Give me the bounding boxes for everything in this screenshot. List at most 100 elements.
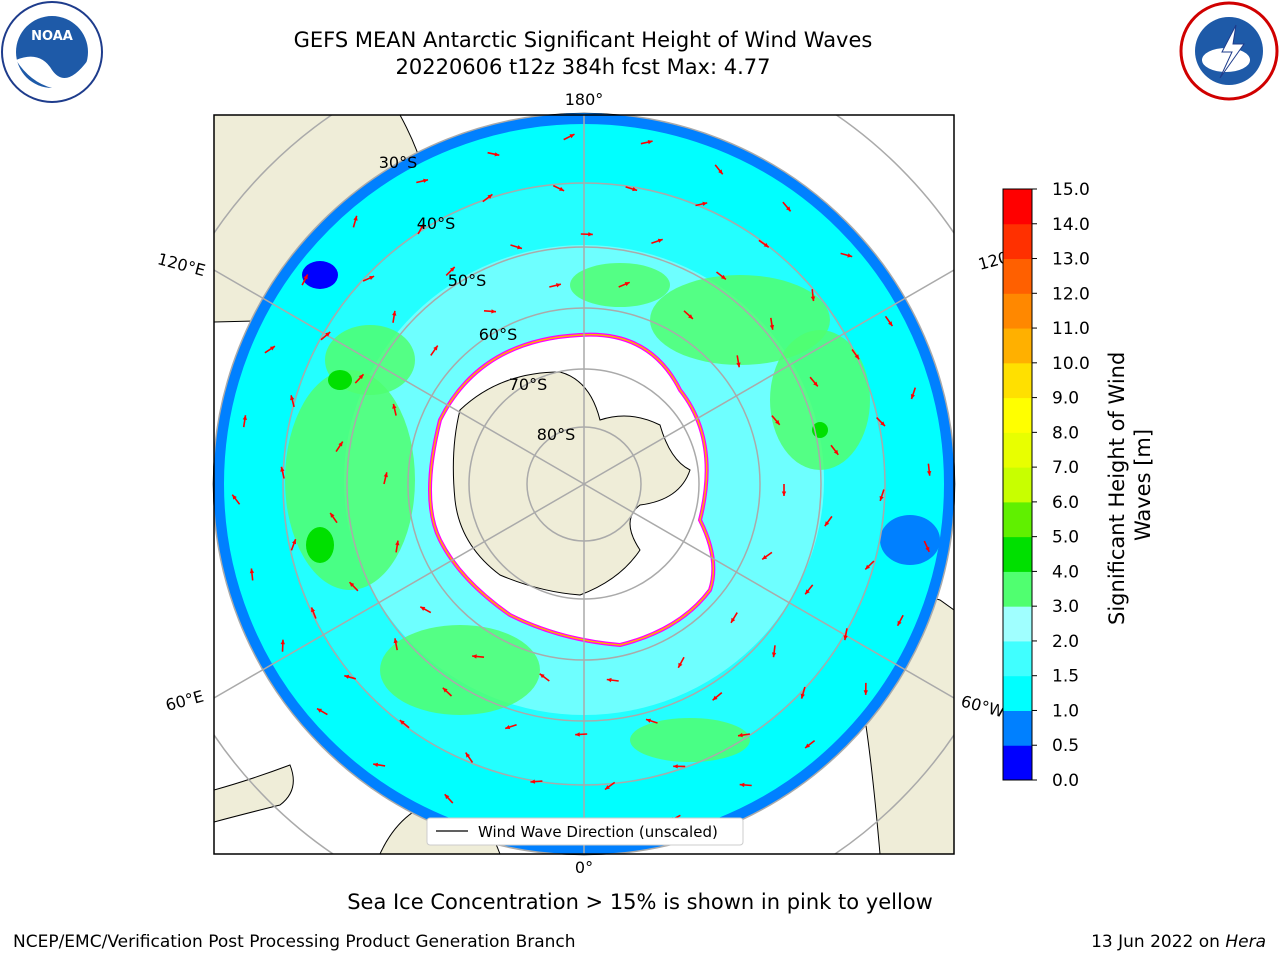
chart-title: GEFS MEAN Antarctic Significant Height o… [293,28,873,52]
colorbar-bin [1003,536,1032,572]
wind-arrow-head [833,449,839,455]
wind-arrow-head [280,639,285,645]
wind-arrow-head [505,725,511,730]
colorbar-tick-label: 11.0 [1052,319,1090,339]
colorbar-bin [1003,293,1032,329]
wind-arrow-head [393,638,398,644]
wind-arrow-head [517,245,522,250]
wind-arrow-head [392,403,397,409]
wind-arrow-head [330,512,335,518]
wind-arrow-head [879,496,884,501]
wind-arrow-head [786,206,791,212]
wind-arrow-head [280,466,285,472]
wind-arrow-head [606,677,612,683]
wind-arrow-head [712,695,718,701]
wind-arrow-head [763,242,769,248]
lat-label-50s: 50°S [448,271,487,290]
lon-label-60e: 60°E [164,687,206,715]
wind-arrow-head [762,555,768,560]
colorbar-bin [1003,710,1032,746]
lat-label-60s: 60°S [479,325,518,344]
colorbar-tick-label: 0.5 [1052,736,1079,756]
colorbar-bin [1003,397,1032,433]
wind-arrow-head [657,238,663,243]
wind-arrow-head [702,201,708,206]
wind-wave-arrows [231,133,932,836]
wind-arrow-head [383,472,388,478]
colorbar-bin [1003,571,1032,607]
wind-arrow-head [423,178,428,183]
wind-arrow-head [575,732,580,737]
wind-arrow-head [290,395,295,401]
colorbar-bin [1003,467,1032,503]
graticule [214,115,954,854]
wind-arrow-head [673,764,678,769]
wind-arrow-head [781,491,787,496]
colorbar-bin [1003,745,1032,781]
wind-arrow-head [854,354,860,360]
legend-label: Wind Wave Direction (unscaled) [478,823,718,841]
colorbar-bin [1003,189,1032,225]
colorbar-tick-label: 6.0 [1052,493,1079,513]
wind-arrow-head [530,779,536,784]
wind-arrow-head [487,194,493,199]
wind-arrow-head [419,223,424,229]
lat-label-70s: 70°S [509,375,548,394]
wind-arrow-head [472,654,477,659]
footer-date: 13 Jun 2022 on [1091,932,1226,952]
map-legend: Wind Wave Direction (unscaled) [426,817,744,846]
wind-arrow-head [632,187,638,192]
footer-machine: Hera [1225,932,1266,952]
wind-arrow-head [805,743,810,748]
lon-label-120e: 120°E [155,249,207,280]
colorbar-bin [1003,432,1032,468]
wind-arrow-head [810,296,816,302]
wind-arrow-head [910,394,915,399]
colorbar-bin [1003,223,1032,260]
wind-arrow-head [450,267,455,272]
wind-arrow-head [865,564,870,570]
wind-arrow-head [349,582,355,587]
wind-arrow-head [249,568,255,574]
colorbar-tick-label: 15.0 [1052,180,1090,200]
colorbar-tick-label: 2.0 [1052,632,1079,652]
wind-arrow-head [739,782,745,788]
colorbar-tick-label: 12.0 [1052,284,1090,304]
colorbar-tick-label: 0.0 [1052,771,1079,791]
wind-arrow-head [588,232,593,237]
wind-arrow-head [444,794,450,800]
wind-arrow-head [369,276,375,280]
lat-label-80s: 80°S [537,425,576,444]
colorbar-tick-label: 7.0 [1052,458,1079,478]
colorbar-tick-label: 8.0 [1052,423,1079,443]
colorbar-bin [1003,328,1032,364]
colorbar-label-line1: Significant Height of Wind [1105,352,1129,625]
colorbar-bin [1003,606,1032,642]
lon-label-60w: 60°W [959,692,1007,722]
wind-arrow-head [863,690,868,695]
svg-text:NOAA: NOAA [31,29,73,44]
wind-arrow-head [738,732,743,738]
lon-label-0: 0° [575,858,593,877]
wind-arrow-head [888,321,893,327]
wind-arrow-head [624,282,630,287]
wind-arrow-head [232,494,237,500]
wind-arrow-head [292,539,297,545]
wind-arrow-head [559,186,565,191]
colorbar-tick-label: 4.0 [1052,562,1079,582]
nws-logo [1179,1,1279,101]
wind-arrow-head [395,540,400,546]
wind-arrow-head [688,314,693,319]
colorbar-tick-label: 3.0 [1052,597,1079,617]
wind-arrow-head [813,381,818,387]
wind-arrow-head [317,708,322,713]
wind-arrow-head [771,652,777,658]
wind-arrow-head [847,253,853,258]
lon-label-180: 180° [565,90,604,109]
wind-arrow-head [605,785,610,790]
wind-arrow-head [539,673,545,679]
colorbar-frame [1002,188,1033,781]
wind-arrow-head [646,718,651,723]
wind-arrow-head [465,752,470,758]
